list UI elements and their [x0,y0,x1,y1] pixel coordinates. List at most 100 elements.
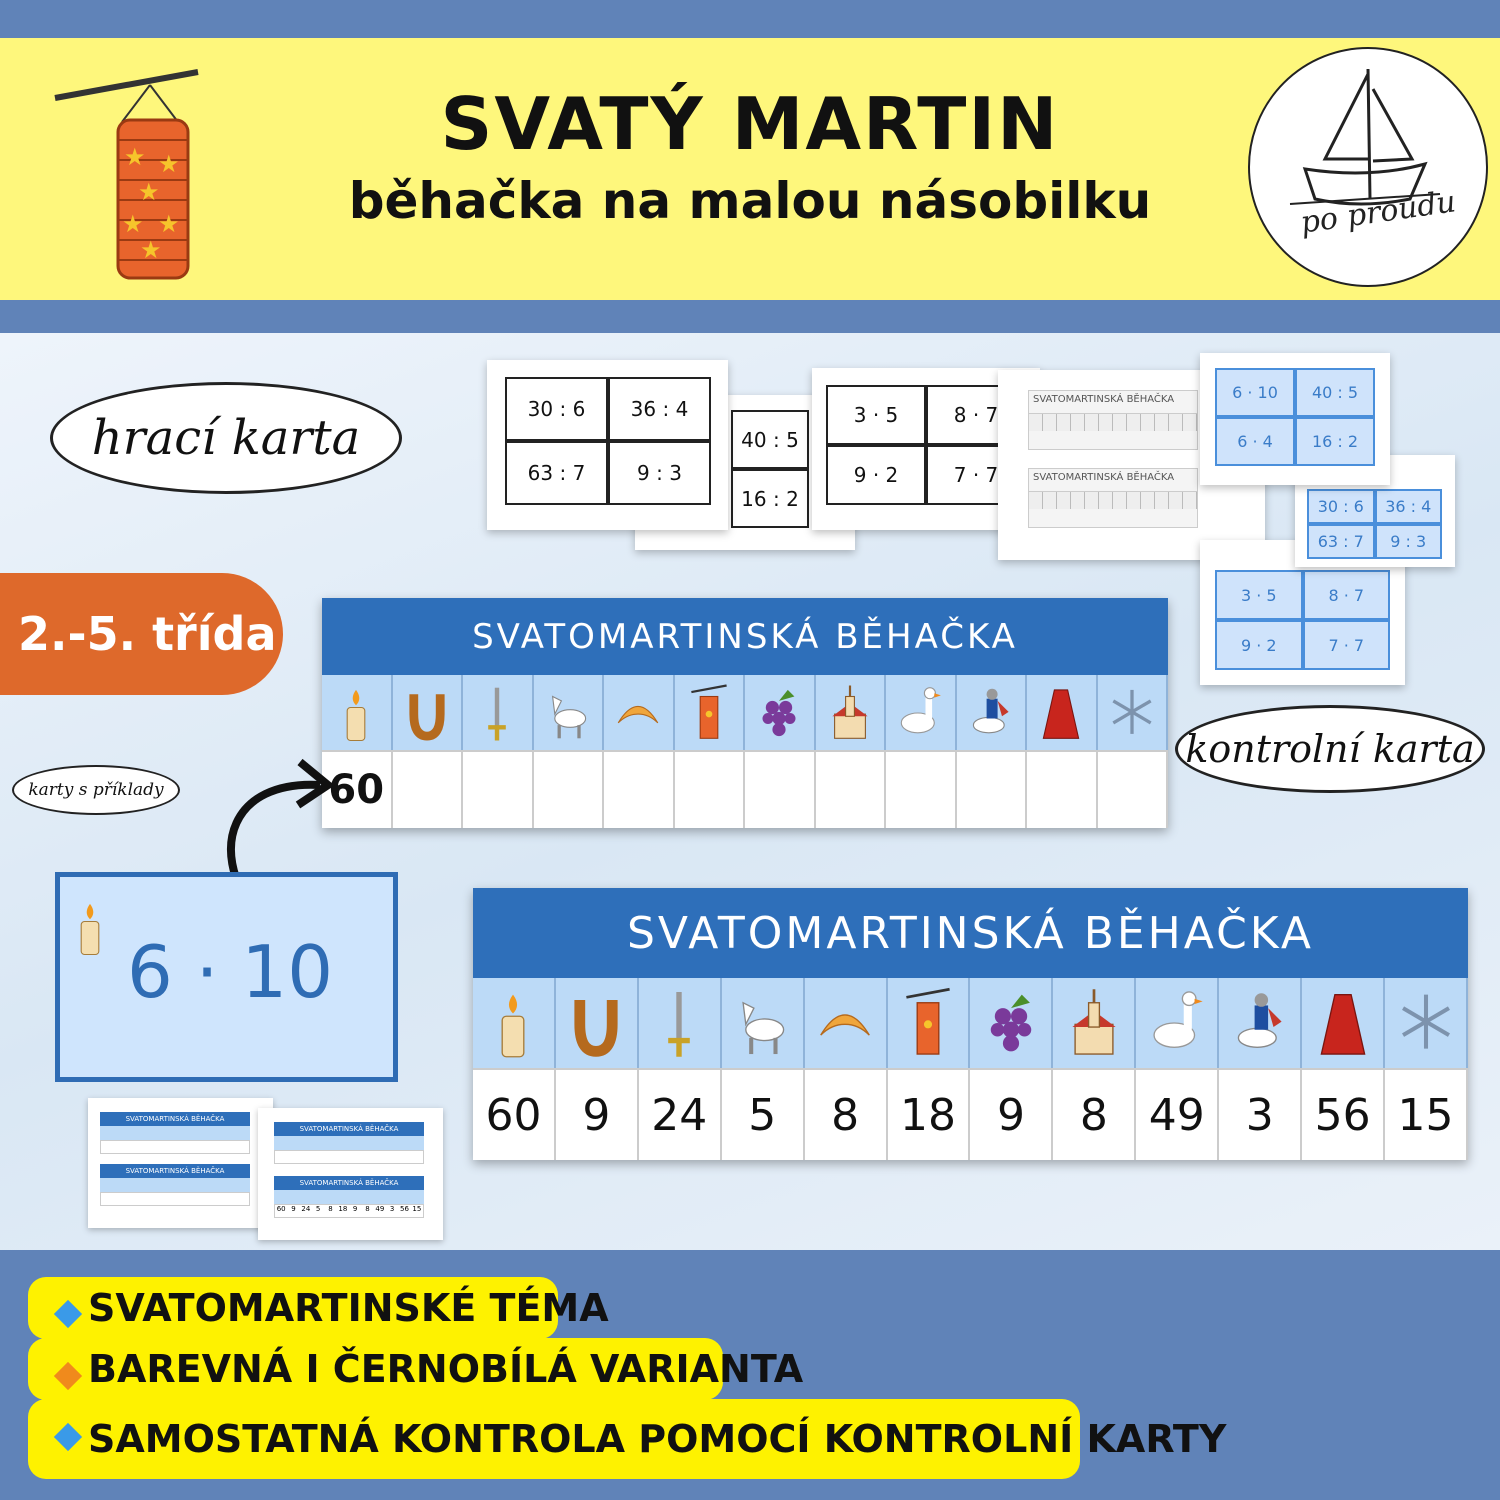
answer-cell[interactable] [674,750,745,828]
cloak-icon [1302,978,1386,1068]
control-cell: 56 [1302,1068,1386,1160]
horse-icon [533,675,604,750]
task-cell: 7 · 7 [1302,620,1390,670]
control-cell: 18 [887,1068,971,1160]
answer-cell[interactable] [1027,750,1098,828]
candle-icon [322,675,393,750]
lantern-icon [887,978,971,1068]
answer-cell[interactable] [886,750,957,828]
thumb-value: 18 [338,1205,348,1213]
thumb-value: 5 [315,1205,321,1213]
answer-cell[interactable] [604,750,675,828]
thumb-value: 56 [400,1205,409,1213]
thumb-value: 60 [276,1205,286,1213]
croissant-icon [604,675,675,750]
svg-text:★: ★ [158,150,180,178]
answer-cell[interactable] [956,750,1027,828]
thumbnail-game-boards: SVATOMARTINSKÁ BĚHAČKA SVATOMARTINSKÁ BĚ… [88,1098,273,1228]
answer-cell[interactable]: 60 [322,750,393,828]
control-cell: 49 [1136,1068,1220,1160]
task-cell: 30 : 6 [1307,489,1375,524]
grapes-icon [970,978,1054,1068]
svg-text:★: ★ [140,236,162,264]
sailboat-icon [1289,68,1441,206]
control-cell: 5 [721,1068,805,1160]
thumb-value: 24 [301,1205,311,1213]
answer-cell[interactable] [745,750,816,828]
thumb-value: 15 [412,1205,422,1213]
svg-text:★: ★ [124,143,146,171]
page-title: SVATÝ MARTIN [440,82,1060,166]
strip-title: SVATOMARTINSKÁ BĚHAČKA [1033,472,1175,483]
horseshoe-icon [392,675,463,750]
page-subtitle: běhačka na malou násobilku [348,172,1152,230]
example-task-card [55,872,398,1082]
answer-cell[interactable] [533,750,604,828]
answer-cell[interactable] [392,750,463,828]
snowflake-icon [1097,675,1168,750]
goose-icon [1136,978,1220,1068]
cloak-icon [1027,675,1098,750]
horseshoe-icon [555,978,639,1068]
thumb-title: SVATOMARTINSKÁ BĚHAČKA [274,1122,424,1136]
knight-icon [956,675,1027,750]
top-band [0,0,1500,38]
task-cell: 6 · 10 [1215,368,1295,417]
strip-title: SVATOMARTINSKÁ BĚHAČKA [1033,394,1175,405]
control-cell: 9 [970,1068,1054,1160]
control-cell: 8 [1053,1068,1137,1160]
feature-2: BAREVNÁ I ČERNOBÍLÁ VARIANTA [28,1338,803,1400]
goose-icon [886,675,957,750]
task-cell: 9 : 3 [1374,524,1442,559]
thumb-title: SVATOMARTINSKÁ BĚHAČKA [100,1164,250,1178]
answer-cell[interactable] [815,750,886,828]
church-icon [1053,978,1137,1068]
control-cell: 15 [1385,1068,1468,1160]
task-cell: 63 : 7 [505,441,608,505]
thumb-value: 9 [352,1205,358,1213]
lantern-icon: ★ ★★★ ★★ [54,69,199,280]
task-cell: 9 · 2 [826,445,926,505]
candle-icon [473,978,556,1068]
logo [1248,47,1488,287]
task-cell: 9 · 2 [1215,620,1303,670]
task-cell: 36 : 4 [608,377,711,441]
thumb-title: SVATOMARTINSKÁ BĚHAČKA [274,1176,424,1190]
task-cell: 16 : 2 [1295,417,1375,466]
control-cell: 60 [473,1068,556,1160]
task-cell: 3 · 5 [1215,570,1303,620]
board-title: SVATOMARTINSKÁ BĚHAČKA [473,888,1468,978]
task-cell: 63 : 7 [1307,524,1375,559]
sword-icon [463,675,534,750]
example-cards-bubble: karty s příklady [12,765,180,815]
game-card-bubble: hrací karta [50,382,402,494]
church-icon [815,675,886,750]
feature-text: BAREVNÁ I ČERNOBÍLÁ VARIANTA [88,1347,804,1391]
answer-cell[interactable] [463,750,534,828]
thumb-value: 3 [389,1205,395,1213]
lantern-icon [674,675,745,750]
task-cell: 16 : 2 [731,469,809,528]
horse-icon [721,978,805,1068]
feature-3: SAMOSTATNÁ KONTROLA POMOCÍ KONTROLNÍ KAR… [28,1399,1226,1479]
thumb-value: 8 [328,1205,333,1213]
snowflake-icon [1385,978,1468,1068]
thumbnail-control-boards: SVATOMARTINSKÁ BĚHAČKA SVATOMARTINSKÁ BĚ… [258,1108,443,1240]
svg-text:★: ★ [122,210,144,238]
grapes-icon [745,675,816,750]
candle-icon [68,882,112,972]
knight-icon [1219,978,1303,1068]
croissant-icon [804,978,888,1068]
answer-cell[interactable] [1097,750,1168,828]
control-cell: 8 [804,1068,888,1160]
control-card-bubble: kontrolní karta [1175,705,1485,793]
thumb-value: 49 [375,1205,385,1213]
feature-1: SVATOMARTINSKÉ TÉMA [28,1277,609,1339]
thumb-title: SVATOMARTINSKÁ BĚHAČKA [100,1112,250,1126]
task-cell: 40 : 5 [1295,368,1375,417]
task-cell: 30 : 6 [505,377,608,441]
thumb-value: 9 [291,1205,296,1213]
mid-band [0,300,1500,333]
